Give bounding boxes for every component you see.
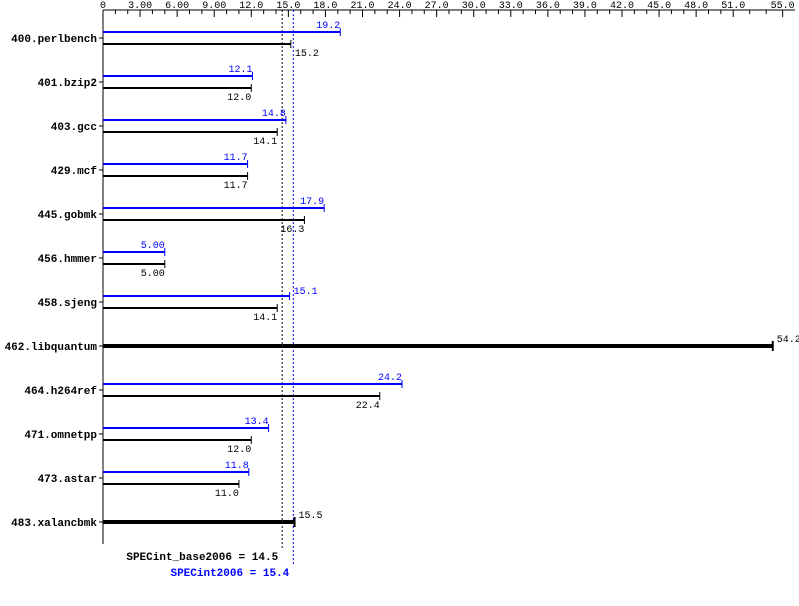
axis-tick-label: 24.0	[388, 1, 412, 12]
axis-tick-label: 55.0	[771, 1, 795, 12]
value-label-base: 14.1	[253, 313, 277, 324]
axis-tick-label: 39.0	[573, 1, 597, 12]
axis-tick-label: 48.0	[684, 1, 708, 12]
axis-tick-label: 45.0	[647, 1, 671, 12]
benchmark-label: 400.perlbench	[11, 34, 97, 46]
axis-tick-label: 3.00	[128, 1, 152, 12]
axis-tick-label: 30.0	[462, 1, 486, 12]
value-label-peak: 13.4	[245, 417, 269, 428]
value-label-peak: 15.1	[294, 287, 318, 298]
axis-tick-label: 18.0	[313, 1, 337, 12]
axis-tick-label: 12.0	[239, 1, 263, 12]
benchmark-label: 473.astar	[38, 474, 97, 486]
value-label-base: 11.7	[224, 181, 248, 192]
value-label-base: 12.0	[227, 93, 251, 104]
value-label-peak: 14.8	[262, 109, 286, 120]
value-label-peak: 17.9	[300, 197, 324, 208]
benchmark-label: 464.h264ref	[24, 386, 97, 398]
axis-tick-label: 6.00	[165, 1, 189, 12]
axis-tick-label: 27.0	[425, 1, 449, 12]
benchmark-label: 471.omnetpp	[24, 430, 97, 442]
value-label-base: 22.4	[356, 401, 380, 412]
value-label: 54.2	[777, 335, 799, 346]
value-label-base: 16.3	[280, 225, 304, 236]
value-label-base: 12.0	[227, 445, 251, 456]
spec-chart: 03.006.009.0012.015.018.021.024.027.030.…	[0, 0, 799, 606]
benchmark-label: 429.mcf	[51, 166, 98, 178]
value-label-peak: 24.2	[378, 373, 402, 384]
benchmark-label: 456.hmmer	[38, 254, 97, 266]
summary-peak: SPECint2006 = 15.4	[170, 568, 289, 580]
axis-tick-label: 21.0	[350, 1, 374, 12]
axis-tick-label: 15.0	[276, 1, 300, 12]
axis-tick-label: 33.0	[499, 1, 523, 12]
value-label-base: 15.2	[295, 49, 319, 60]
axis-tick-label: 9.00	[202, 1, 226, 12]
summary-base: SPECint_base2006 = 14.5	[126, 552, 278, 564]
axis-tick-label: 42.0	[610, 1, 634, 12]
value-label-peak: 5.00	[141, 241, 165, 252]
benchmark-label: 462.libquantum	[5, 342, 98, 354]
value-label-peak: 11.7	[224, 153, 248, 164]
value-label-base: 11.0	[215, 489, 239, 500]
benchmark-label: 445.gobmk	[38, 210, 98, 222]
value-label-base: 5.00	[141, 269, 165, 280]
chart-bg	[0, 0, 799, 606]
benchmark-label: 401.bzip2	[38, 78, 97, 90]
axis-tick-label: 51.0	[721, 1, 745, 12]
benchmark-label: 403.gcc	[51, 122, 97, 134]
value-label-peak: 12.1	[229, 65, 253, 76]
value-label-peak: 19.2	[316, 21, 340, 32]
axis-tick-label: 36.0	[536, 1, 560, 12]
benchmark-label: 458.sjeng	[38, 298, 97, 310]
value-label-base: 14.1	[253, 137, 277, 148]
benchmark-label: 483.xalancbmk	[11, 518, 97, 530]
value-label: 15.5	[299, 511, 323, 522]
value-label-peak: 11.8	[225, 461, 249, 472]
